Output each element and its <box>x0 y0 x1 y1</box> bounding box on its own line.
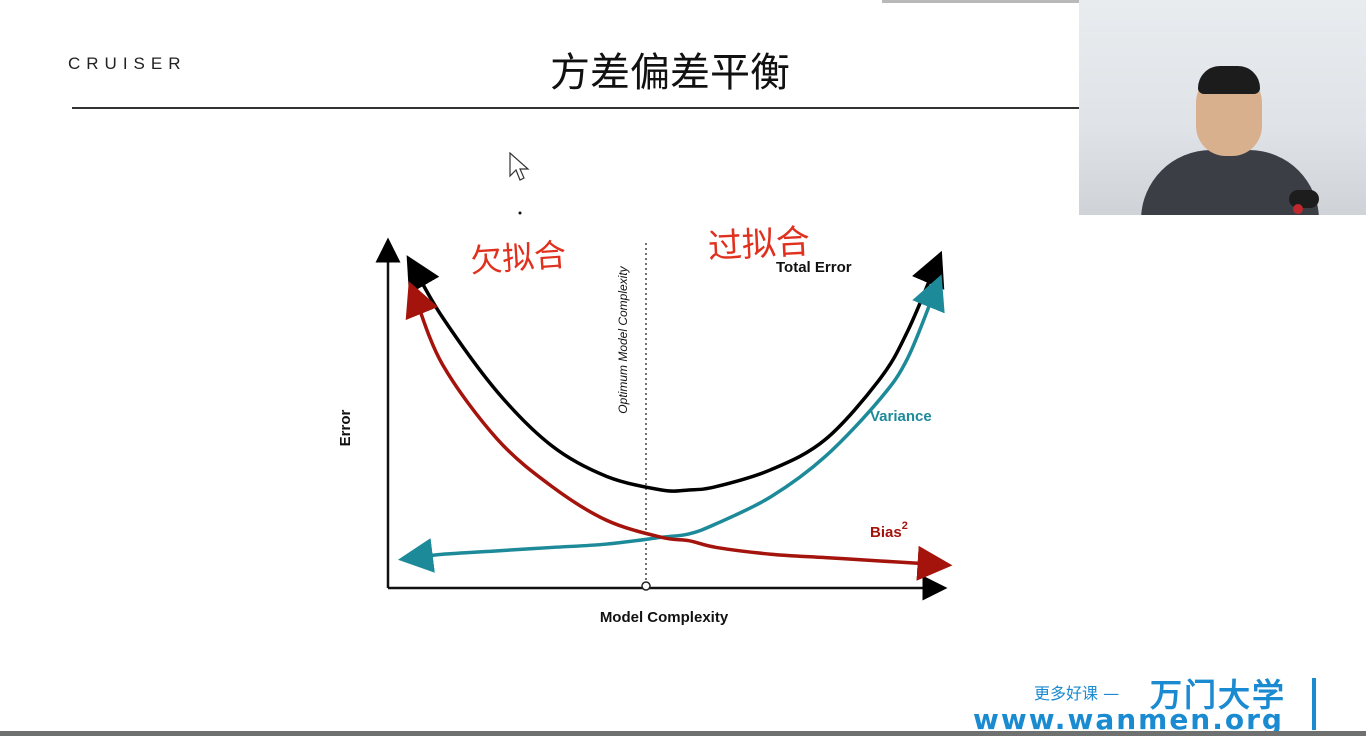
bottom-scrollbar[interactable] <box>0 731 1366 736</box>
mic-indicator <box>1293 204 1303 214</box>
series-line-0 <box>406 250 945 493</box>
presenter-hair <box>1198 66 1260 94</box>
optimum-label: Optimum Model Complexity <box>616 265 630 413</box>
microphone-icon <box>1289 190 1319 208</box>
variance-label: Variance <box>870 408 932 425</box>
watermark-tagline: 更多好课 — <box>1034 684 1120 703</box>
x-axis-label: Model Complexity <box>600 609 729 626</box>
pen-dot <box>518 211 522 215</box>
watermark-url[interactable]: www.wanmen.org <box>973 703 1284 736</box>
webcam-overlay <box>1079 0 1366 215</box>
brand-logo: CRUISER <box>68 54 187 73</box>
bias-label: Bias2 <box>870 520 908 541</box>
mouse-cursor-icon <box>509 151 531 188</box>
series-line-1 <box>397 274 945 573</box>
series-line-2 <box>405 281 953 581</box>
title-divider <box>72 107 1080 109</box>
slide-title: 方差偏差平衡 <box>550 50 790 96</box>
total-error-label: Total Error <box>776 259 852 276</box>
y-axis-label: Error <box>337 410 354 447</box>
watermark-name: 万门大学 <box>1150 676 1287 714</box>
bias-label-main: Bias <box>870 524 902 541</box>
overfit-annotation: 过拟合 <box>707 222 811 267</box>
underfit-annotation: 欠拟合 <box>469 236 567 281</box>
bias-label-sup: 2 <box>902 520 908 532</box>
top-window-strip <box>882 0 1170 3</box>
watermark-bar <box>1312 678 1316 730</box>
optimum-marker <box>641 581 651 591</box>
